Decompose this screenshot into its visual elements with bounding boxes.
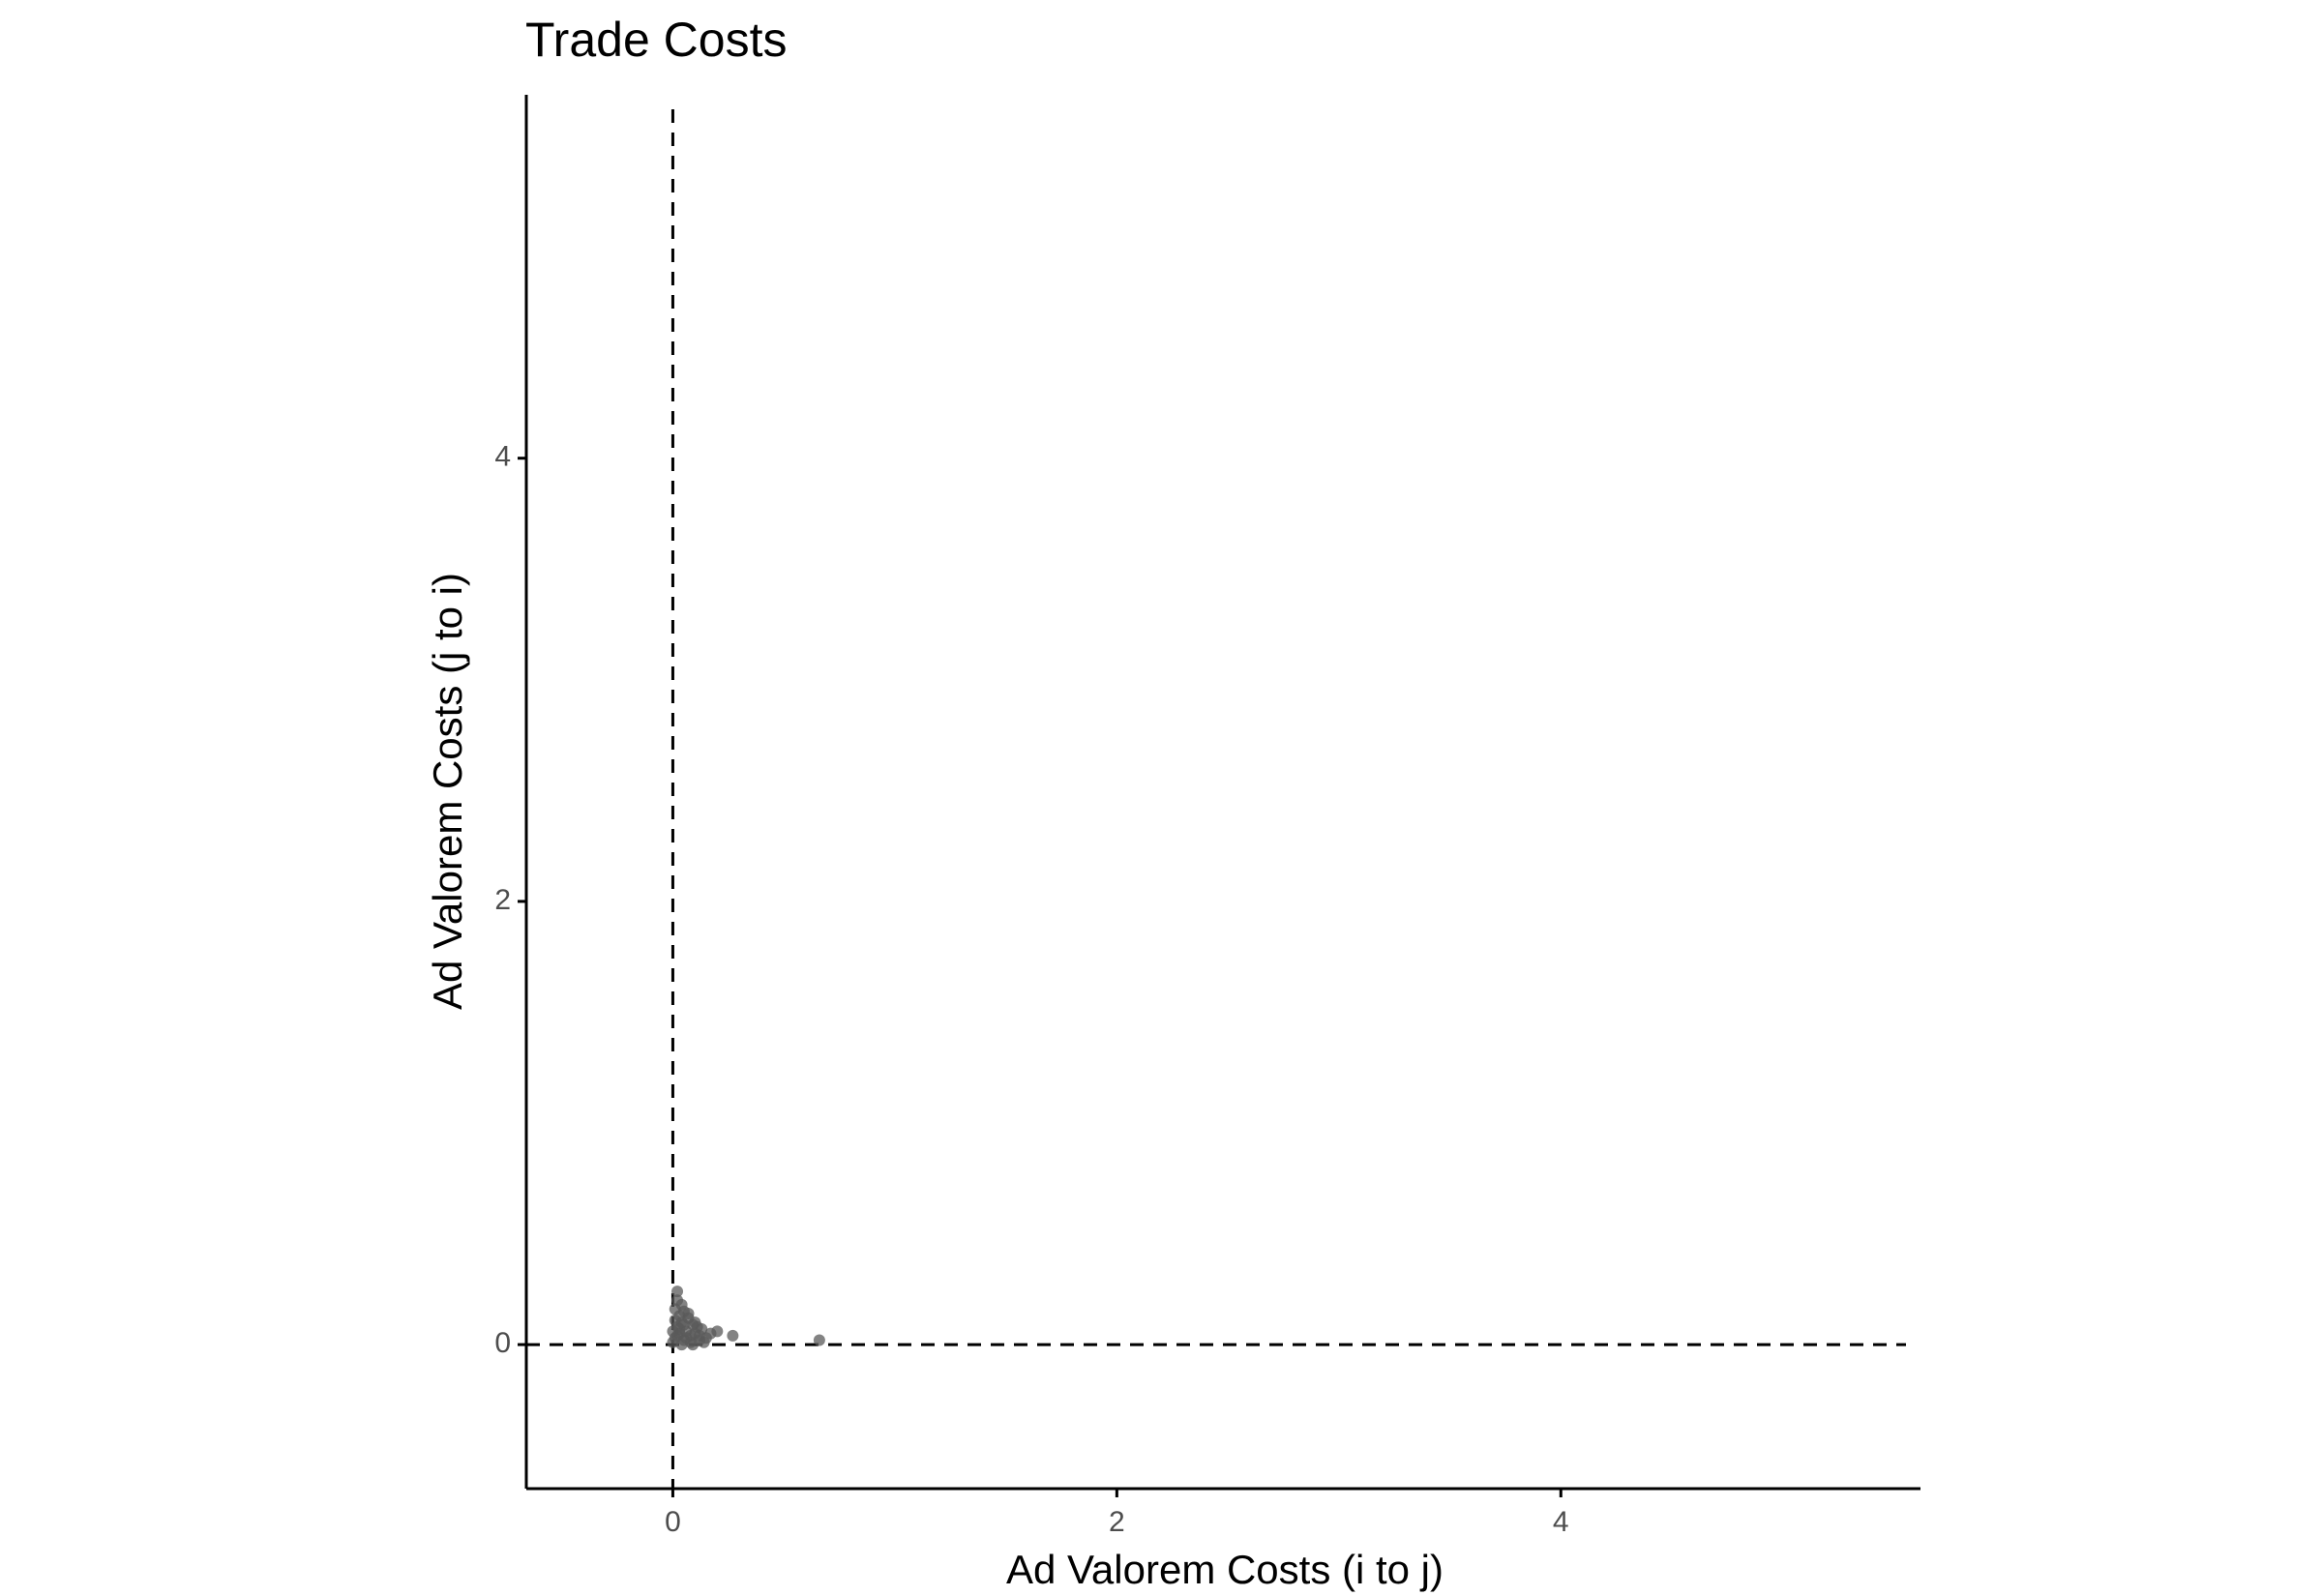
- x-tick-label: 2: [1109, 1506, 1125, 1538]
- point: [671, 1329, 684, 1342]
- point: [675, 1339, 688, 1351]
- point: [689, 1316, 701, 1329]
- point: [813, 1334, 825, 1346]
- point: [682, 1308, 695, 1320]
- point: [669, 1303, 681, 1315]
- point: [727, 1329, 739, 1342]
- point: [669, 1314, 681, 1326]
- x-tick-label: 4: [1553, 1506, 1569, 1538]
- point: [671, 1294, 684, 1307]
- y-tick-label: 4: [494, 441, 511, 473]
- point: [693, 1329, 705, 1342]
- y-tick-label: 0: [494, 1327, 511, 1359]
- point: [677, 1318, 690, 1331]
- y-axis-title: Ad Valorem Costs (j to i): [425, 573, 470, 1010]
- chart-title: Trade Costs: [525, 13, 787, 67]
- x-tick-label: 0: [665, 1506, 681, 1538]
- point: [671, 1286, 684, 1298]
- point: [687, 1339, 700, 1351]
- y-tick-label: 2: [494, 884, 511, 916]
- x-axis-title: Ad Valorem Costs (i to j): [1006, 1547, 1444, 1592]
